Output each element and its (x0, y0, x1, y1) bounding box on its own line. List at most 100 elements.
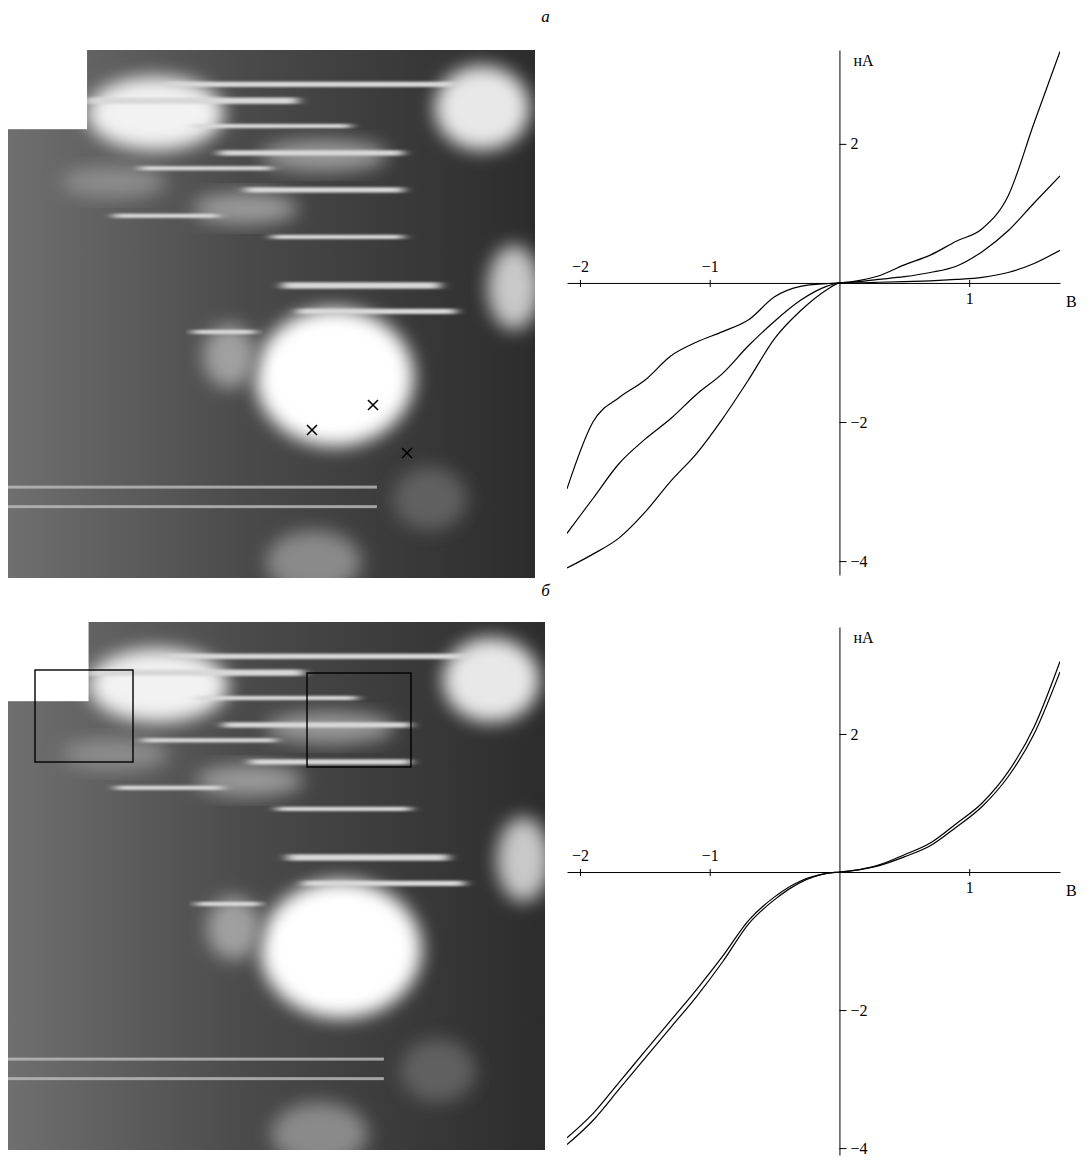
x-axis-title: В (1066, 293, 1077, 310)
image-streak (282, 282, 440, 288)
x-tick-mark (710, 869, 711, 876)
x-tick-label: −2 (572, 258, 589, 275)
probe-cross (402, 448, 412, 458)
image-streak (277, 807, 411, 811)
x-tick: −1 (702, 847, 719, 876)
image-streak (223, 722, 411, 727)
y-axis: 2 −2 −4 (839, 51, 867, 576)
y-tick-label: 2 (850, 135, 858, 152)
figure: а −2 −1 1 2 −2 −4 нА Вб −2 −1 1 2 −2 −4 нА В (0, 0, 1091, 1169)
image-blob (266, 530, 361, 578)
y-axis: 2 −2 −4 (839, 628, 867, 1157)
image-blob (497, 817, 545, 901)
x-tick-label: −1 (702, 847, 719, 864)
image-streak (303, 881, 464, 886)
image-streak (192, 124, 350, 128)
y-tick: 2 (839, 135, 858, 152)
image-blob (192, 193, 297, 225)
x-tick: −2 (572, 258, 589, 287)
y-axis-title: нА (853, 52, 874, 69)
image-blob (393, 467, 467, 530)
y-axis-line (839, 628, 840, 1156)
y-tick: −2 (839, 1002, 867, 1019)
image-scanline (8, 1058, 384, 1061)
x-tick-mark (969, 869, 970, 876)
y-tick-mark (839, 144, 846, 145)
y-tick-mark (839, 1010, 846, 1011)
y-tick-label: −4 (850, 553, 867, 570)
image-blob (256, 309, 414, 446)
curves (567, 51, 1060, 568)
stm-image (8, 622, 545, 1150)
image-blob (400, 1039, 475, 1102)
image-streak (287, 854, 448, 860)
image-scanline (8, 505, 377, 508)
x-axis: −2 −1 1 (568, 847, 1061, 896)
iv-curve (567, 250, 1060, 489)
image-blank (8, 50, 87, 129)
y-tick-mark (839, 1148, 846, 1149)
y-axis-title: нА (853, 629, 874, 646)
x-tick-mark (580, 280, 581, 287)
image-blob (61, 166, 166, 198)
image-blank (8, 622, 89, 701)
image-blob (488, 245, 535, 329)
panel-letter: а (541, 7, 550, 26)
y-tick-label: −2 (850, 1002, 867, 1019)
iv-curve (567, 662, 1060, 1145)
iv-curve (567, 672, 1060, 1138)
y-axis-line (839, 51, 840, 576)
y-tick: 2 (839, 726, 858, 743)
image-streak (166, 82, 456, 87)
x-axis-title: В (1066, 882, 1077, 899)
image-streak (196, 902, 260, 906)
x-tick: 1 (966, 280, 974, 307)
x-tick-mark (580, 869, 581, 876)
x-tick-mark (710, 280, 711, 287)
stm-image (8, 50, 535, 578)
probe-area (35, 670, 133, 762)
image-streak (272, 235, 404, 239)
y-tick-label: −2 (850, 414, 867, 431)
x-tick-label: −2 (572, 847, 589, 864)
image-streak (142, 738, 276, 742)
x-axis-line (568, 283, 1061, 284)
image-streak (140, 166, 272, 170)
x-tick: −1 (702, 258, 719, 287)
image-streak (196, 696, 357, 700)
image-streak (298, 309, 456, 314)
image-streak (245, 187, 403, 192)
y-tick-mark (839, 734, 846, 735)
probe-area (307, 673, 411, 767)
x-tick-label: 1 (966, 879, 974, 896)
image-scanline (8, 1077, 384, 1080)
image-streak (87, 98, 298, 104)
x-tick: −2 (572, 847, 589, 876)
image-blob (62, 738, 169, 770)
image-streak (219, 150, 403, 155)
y-tick: −2 (839, 414, 867, 431)
probe-cross (307, 425, 317, 435)
image-ground (8, 622, 545, 1150)
y-tick-mark (839, 561, 846, 562)
image-streak (192, 330, 255, 334)
image-blob (271, 1102, 368, 1150)
panel: б −2 −1 1 2 −2 −4 нА В (8, 581, 1077, 1166)
x-tick-label: 1 (966, 290, 974, 307)
panel: а −2 −1 1 2 −2 −4 нА В (8, 7, 1077, 594)
panel-letter: б (541, 581, 550, 600)
image-streak (169, 654, 464, 659)
curves (567, 662, 1060, 1145)
y-tick-label: 2 (850, 726, 858, 743)
image-streak (115, 786, 222, 790)
image-ground (8, 50, 535, 578)
y-tick: −4 (839, 553, 867, 570)
y-tick-label: −4 (850, 1140, 867, 1157)
image-blob (260, 881, 421, 1018)
image-streak (113, 214, 218, 218)
x-tick: 1 (966, 869, 974, 896)
x-axis: −2 −1 1 (568, 258, 1061, 307)
image-blob (87, 76, 224, 150)
iv-curve (567, 51, 1060, 568)
image-streak (250, 759, 411, 764)
